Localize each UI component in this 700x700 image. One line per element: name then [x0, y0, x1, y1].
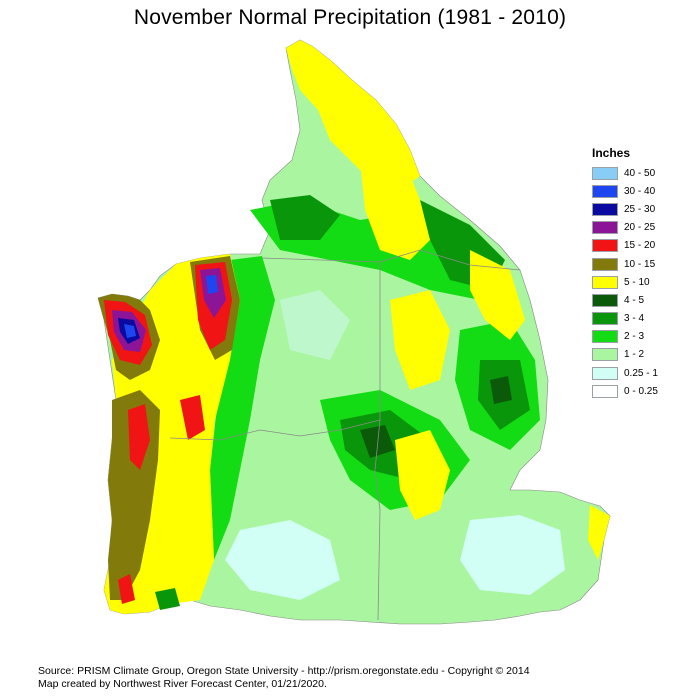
legend-label: 15 - 20 — [624, 240, 656, 252]
map-legend: Inches 40 - 50 30 - 40 25 - 30 20 - 25 15 - … — [592, 146, 682, 400]
darkest-green-patch2 — [490, 376, 512, 404]
legend-swatch — [592, 257, 618, 271]
green-patch-southwest — [155, 588, 180, 610]
yellow-idaho-east — [470, 250, 525, 340]
legend-swatch — [592, 348, 618, 362]
legend-swatch — [592, 366, 618, 380]
legend-item: 4 - 5 — [592, 291, 682, 309]
legend-item: 5 - 10 — [592, 273, 682, 291]
legend-swatch — [592, 293, 618, 307]
legend-label: 0 - 0.25 — [624, 385, 658, 397]
map-title: November Normal Precipitation (1981 - 20… — [133, 6, 567, 29]
yellow-wyoming — [588, 505, 610, 560]
source-credit: Source: PRISM Climate Group, Oregon Stat… — [38, 665, 530, 677]
dry-region-central — [280, 290, 350, 360]
legend-swatch — [592, 239, 618, 253]
dark-green-north — [270, 195, 340, 240]
legend-item: 0.25 - 1 — [592, 364, 682, 382]
source-footer: Source: PRISM Climate Group, Oregon Stat… — [38, 665, 530, 691]
legend-swatch — [592, 166, 618, 180]
dry-region-southeast — [460, 515, 565, 595]
red-cascade-patch — [180, 395, 205, 440]
legend-item: 40 - 50 — [592, 164, 682, 182]
legend-item: 3 - 4 — [592, 310, 682, 328]
legend-item: 1 - 2 — [592, 346, 682, 364]
legend-swatch — [592, 384, 618, 398]
legend-swatch — [592, 275, 618, 289]
legend-item: 20 - 25 — [592, 219, 682, 237]
legend-item: 30 - 40 — [592, 182, 682, 200]
state-boundary-id-mt — [379, 249, 521, 271]
legend-label: 5 - 10 — [624, 276, 650, 288]
legend-label: 30 - 40 — [624, 185, 656, 197]
legend-swatch — [592, 312, 618, 326]
state-boundary-or-id — [374, 419, 381, 621]
yellow-idaho-central — [360, 150, 430, 260]
legend-label: 25 - 30 — [624, 203, 656, 215]
legend-label: 10 - 15 — [624, 258, 656, 270]
legend-item: 25 - 30 — [592, 200, 682, 218]
yellow-idaho-panhandle — [286, 40, 420, 190]
legend-label: 3 - 4 — [624, 313, 645, 325]
yellow-idaho-south — [390, 290, 450, 390]
legend-item: 15 - 20 — [592, 237, 682, 255]
blue-cascades — [206, 275, 218, 294]
legend-label: 4 - 5 — [624, 294, 645, 306]
red-coast-mid — [128, 404, 150, 470]
blue-olympics — [124, 324, 136, 338]
legend-label: 2 - 3 — [624, 331, 645, 343]
legend-swatch — [592, 221, 618, 235]
legend-items: 40 - 50 30 - 40 25 - 30 20 - 25 15 - 20 10 - … — [592, 164, 682, 400]
legend-item: 10 - 15 — [592, 255, 682, 273]
map-credit: Map created by Northwest River Forecast … — [38, 678, 327, 690]
legend-swatch — [592, 202, 618, 216]
yellow-wallowas — [395, 430, 450, 520]
legend-item: 0 - 0.25 — [592, 382, 682, 400]
dry-region-south — [225, 520, 340, 600]
legend-item: 2 - 3 — [592, 328, 682, 346]
legend-label: 40 - 50 — [624, 167, 656, 179]
legend-swatch — [592, 184, 618, 198]
legend-title: Inches — [592, 146, 631, 160]
legend-swatch — [592, 330, 618, 344]
legend-label: 0.25 - 1 — [624, 367, 658, 379]
red-coast-south — [118, 574, 135, 604]
legend-label: 20 - 25 — [624, 222, 656, 234]
state-boundary-wa-or — [169, 419, 381, 441]
legend-label: 1 - 2 — [624, 349, 645, 361]
